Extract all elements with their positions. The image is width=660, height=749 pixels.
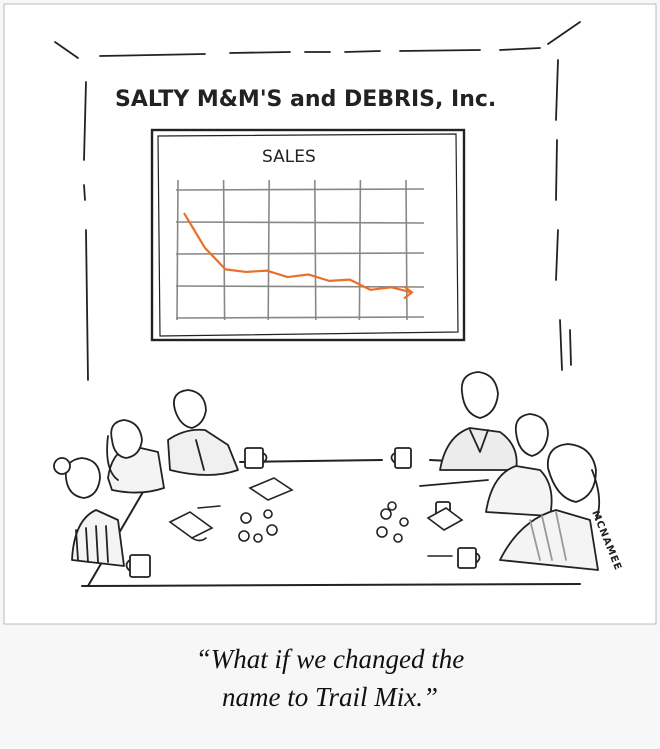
caption-line-1: “What if we changed the [195, 644, 465, 674]
right-side-people [419, 371, 601, 571]
arrow-head-icon [403, 285, 414, 300]
cartoon-caption: “What if we changed the name to Trail Mi… [0, 640, 660, 716]
coffee-mugs [125, 447, 481, 578]
mug-icon [125, 554, 151, 578]
caption-line-2: name to Trail Mix.” [221, 682, 438, 712]
grid-line-horizontal [175, 188, 425, 191]
grid-line-horizontal [175, 221, 425, 224]
grid-line-vertical [314, 179, 317, 321]
room-ceiling [54, 21, 581, 381]
person-woman-right [499, 443, 601, 571]
grid-line-vertical [222, 179, 226, 321]
grid-line-vertical [267, 179, 270, 321]
person-bald-man [167, 389, 239, 476]
mug-icon [390, 447, 412, 469]
person-woman-long-hair [106, 419, 165, 494]
sales-line [183, 212, 413, 294]
grid-line-vertical [358, 179, 362, 321]
grid-line-vertical [176, 179, 179, 321]
sales-chart-board: SALES [150, 128, 466, 342]
person-man-bald [419, 413, 553, 517]
table-clutter [168, 477, 464, 557]
sales-series [183, 212, 414, 300]
chart-grid [175, 179, 425, 321]
chart-title: SALES [262, 147, 316, 167]
grid-line-horizontal [175, 285, 425, 288]
company-sign: SALTY M&M'S and DEBRIS, Inc. [115, 87, 496, 112]
person-woman-bun [53, 457, 125, 567]
left-side-people [53, 389, 239, 567]
grid-line-horizontal [175, 316, 425, 319]
mug-icon [244, 447, 268, 469]
grid-line-vertical [405, 179, 408, 321]
person-man-suit [439, 371, 518, 471]
grid-line-horizontal [175, 252, 425, 255]
mug-icon [457, 547, 481, 569]
